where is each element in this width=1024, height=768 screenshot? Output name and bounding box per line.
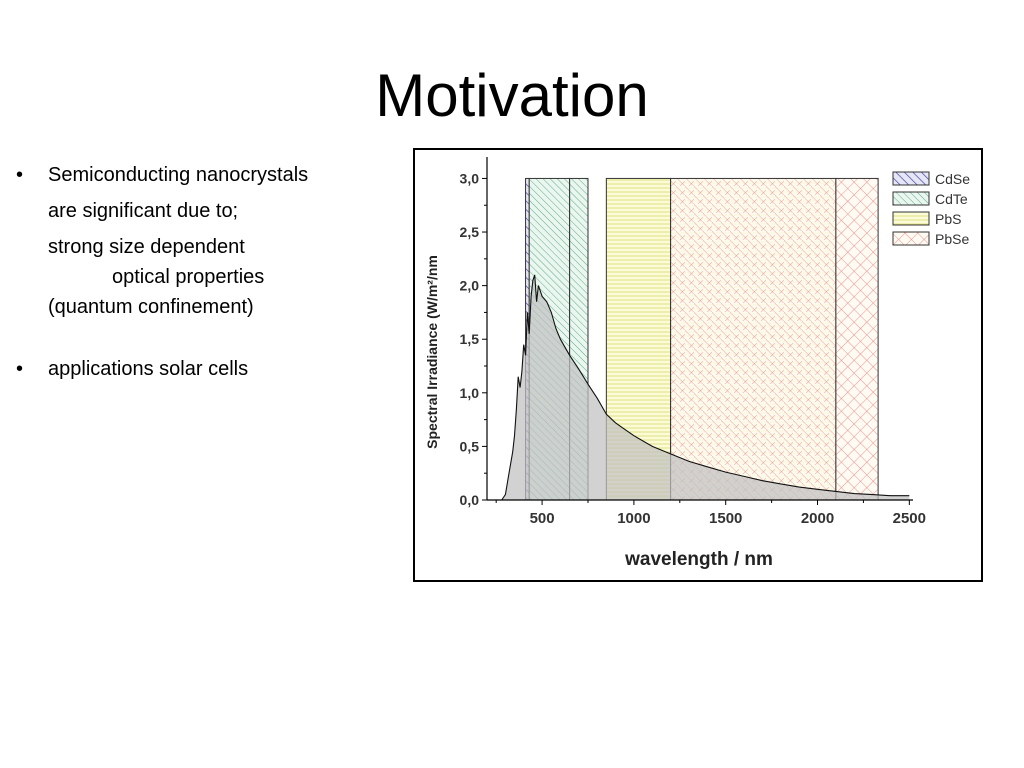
y-tick-label: 1,0	[460, 385, 480, 401]
y-tick-label: 2,5	[460, 224, 480, 240]
legend-swatch-pbs	[892, 211, 930, 226]
y-tick-label: 2,0	[460, 278, 480, 294]
legend-label-pbs: PbS	[935, 211, 961, 227]
legend-swatch-cdse	[892, 171, 930, 186]
x-axis-label: wavelength / nm	[624, 549, 773, 570]
bullet-line: applications solar cells	[48, 358, 249, 380]
x-tick-label: 500	[530, 510, 555, 527]
bullet-line: are significant due to;	[48, 200, 239, 222]
legend-label-cdte: CdTe	[935, 191, 968, 207]
slide-title: Motivation	[375, 62, 649, 129]
absorption-bands	[525, 177, 879, 501]
y-tick-label: 3,0	[460, 170, 480, 186]
legend-label-cdse: CdSe	[935, 171, 970, 187]
band-pbse	[835, 177, 879, 501]
y-tick-label: 0,0	[460, 492, 480, 508]
bullet-line: (quantum confinement)	[48, 296, 254, 318]
band-pbs-pbse	[670, 177, 837, 501]
x-tick-label: 1000	[617, 510, 650, 527]
spectral-irradiance-chart: 0,0 0,5 1,0 1,5 2,0 2,5 3,0 500 1000 1500 2000 2500…	[424, 157, 970, 570]
legend: CdSe CdTe PbS PbSe	[892, 171, 970, 247]
bullet-marker: •	[16, 358, 24, 380]
legend-label-pbse: PbSe	[935, 231, 969, 247]
bullet-list: • Semiconducting nanocrystals are signif…	[10, 160, 400, 384]
bullet-item: • Semiconducting nanocrystals are signif…	[10, 160, 400, 322]
y-axis-label: Spectral Irradiance (W/m²/nm	[424, 255, 440, 449]
y-tick-label: 1,5	[460, 331, 480, 347]
irradiance-area	[501, 274, 910, 501]
x-tick-label: 1500	[709, 510, 742, 527]
legend-swatch-pbse	[892, 231, 930, 246]
y-tick-label: 0,5	[460, 438, 480, 454]
legend-swatch-cdte	[892, 191, 930, 206]
bullet-line: Semiconducting nanocrystals	[48, 164, 309, 186]
irradiance-line	[501, 274, 910, 501]
bullet-item: • applications solar cells	[10, 354, 400, 384]
bullet-line: optical properties	[112, 266, 265, 288]
x-tick-label: 2000	[801, 510, 834, 527]
irradiance-fill	[501, 274, 910, 500]
bullet-marker: •	[16, 164, 24, 186]
chart-frame: 0,0 0,5 1,0 1,5 2,0 2,5 3,0 500 1000 1500 2000 2500…	[413, 148, 983, 582]
x-tick-label: 2500	[893, 510, 926, 527]
bullet-line: strong size dependent	[48, 236, 245, 258]
axes: 0,0 0,5 1,0 1,5 2,0 2,5 3,0 500 1000 1500 2000 2500	[460, 157, 926, 527]
